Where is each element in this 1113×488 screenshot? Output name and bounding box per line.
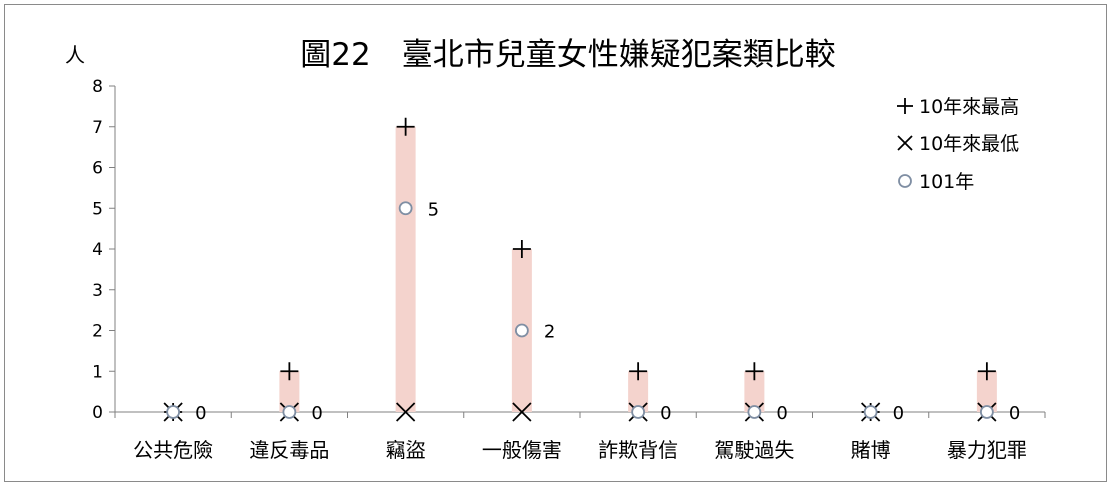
x-category-label: 暴力犯罪 [947, 438, 1027, 462]
y-tick-label: 4 [92, 240, 103, 260]
min-point [512, 402, 532, 422]
y-tick-label: 0 [92, 403, 103, 423]
data-label: 0 [660, 403, 671, 424]
cross-b [395, 402, 416, 422]
x-category-label: 違反毒品 [249, 438, 329, 462]
chart-frame [4, 4, 1107, 482]
legend: 10年來最高 10年來最低 101年 [897, 96, 1019, 193]
data-label: 0 [776, 403, 787, 424]
year-point [514, 323, 529, 338]
range-bar [628, 371, 649, 412]
range-bar [395, 126, 416, 412]
y-tick-label: 1 [92, 362, 103, 382]
max-point [745, 362, 764, 381]
legend-item-min: 10年來最低 [897, 133, 1019, 155]
max-point [629, 362, 648, 381]
data-label: 0 [1009, 403, 1020, 424]
data-label: 5 [428, 199, 439, 220]
year-point [398, 201, 413, 216]
x-category-label: 賭博 [851, 438, 891, 462]
y-tick-label: 3 [92, 281, 103, 301]
x-category-label: 公共危險 [133, 438, 213, 462]
x-category-label: 一般傷害 [482, 438, 562, 462]
year-point [747, 405, 762, 419]
legend-item-year: 101年 [898, 171, 974, 193]
x-category-label: 竊盜 [386, 438, 426, 462]
data-label: 2 [544, 322, 555, 343]
legend-item-max: 10年來最高 [897, 96, 1019, 118]
legend-label-year: 101年 [919, 171, 974, 193]
y-tick-label: 6 [92, 159, 103, 179]
chart-title: 圖22 臺北市兒童女性嫌疑犯案類比較 [300, 37, 835, 73]
series-marks [163, 117, 997, 422]
year-point [863, 405, 878, 419]
y-tick-label: 5 [92, 199, 103, 219]
year-point [282, 405, 297, 419]
y-tick-label: 7 [92, 118, 103, 138]
legend-label-min: 10年來最低 [919, 133, 1019, 155]
range-bar [279, 371, 300, 412]
y-axis-label: 人 [65, 43, 85, 67]
data-label: 0 [311, 403, 322, 424]
data-label: 0 [893, 403, 904, 424]
max-point [396, 117, 415, 136]
y-tick-label: 8 [92, 77, 103, 97]
legend-circle [898, 174, 912, 188]
range-bar [744, 371, 765, 412]
x-category-label: 駕駛過失 [714, 438, 794, 462]
range-bar [976, 371, 997, 412]
axis-group: 0 1 2 3 4 5 6 7 8 公共危險 違反毒品 竊盜 一般傷害 詐欺背信 駕駛過失 賭博 暴力犯罪 [92, 77, 1046, 462]
data-labels: 0 0 5 2 0 0 0 0 [195, 199, 1020, 424]
max-point [512, 240, 531, 258]
year-point [631, 405, 646, 419]
year-point [979, 405, 994, 419]
max-point [280, 362, 299, 381]
year-point [166, 405, 181, 419]
x-category-label: 詐欺背信 [598, 438, 678, 462]
data-label: 0 [195, 403, 206, 424]
max-point [977, 362, 996, 381]
y-tick-label: 2 [92, 322, 103, 342]
legend-label-max: 10年來最高 [919, 96, 1019, 118]
min-point [395, 402, 416, 422]
legend-cross-b [897, 135, 913, 151]
cross-b [512, 402, 532, 422]
